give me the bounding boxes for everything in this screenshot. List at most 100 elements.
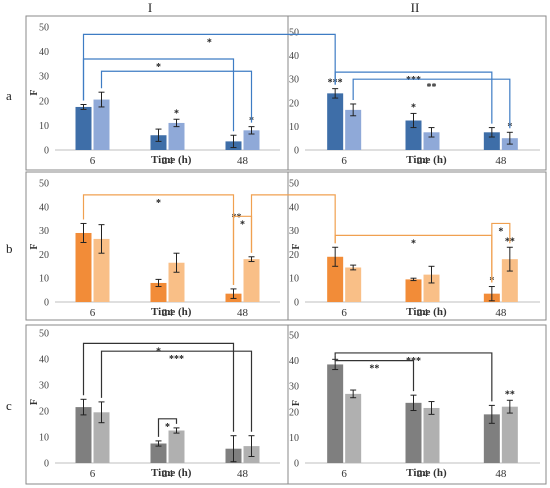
- y-tick-label: 20: [39, 96, 49, 107]
- bar: [168, 262, 185, 302]
- y-tick-label: 50: [39, 179, 49, 190]
- cross-panel-brackets: **************** *****: [82, 33, 511, 437]
- bar: [327, 256, 344, 302]
- x-tick-label: 48: [237, 307, 249, 319]
- x-axis-title: Time (h): [151, 467, 192, 479]
- x-tick-label: 24: [162, 155, 174, 167]
- bar: [327, 364, 344, 463]
- bracket-label: *: [156, 62, 161, 73]
- bar: [93, 238, 110, 302]
- bracket-label: *: [156, 346, 161, 357]
- x-tick-label: 48: [495, 307, 507, 319]
- y-axis-title: F: [29, 399, 40, 405]
- bracket-label: *: [411, 238, 416, 249]
- y-tick-label: 40: [39, 355, 49, 366]
- significance-label: **: [505, 389, 515, 400]
- y-axis-title: F: [29, 243, 40, 249]
- panel-frame: [287, 324, 547, 485]
- y-tick-label: 50: [39, 329, 49, 340]
- bar: [501, 259, 518, 302]
- row-label-a: a: [6, 88, 12, 103]
- bar: [150, 282, 167, 302]
- bar: [405, 120, 422, 150]
- significance-bracket: [157, 418, 178, 437]
- y-tick-label: 20: [289, 98, 299, 109]
- x-axis-title: Time (h): [151, 154, 192, 166]
- brackets-b-II: **: [334, 222, 511, 283]
- bar: [405, 402, 422, 463]
- bar: [423, 132, 440, 150]
- bracket-label: ***: [406, 75, 421, 86]
- x-tick-label: 6: [341, 155, 347, 167]
- brackets-a-II: *****: [334, 71, 511, 129]
- bar: [345, 109, 362, 150]
- y-tick-label: 50: [39, 23, 49, 34]
- significance-bracket: [334, 71, 493, 124]
- y-tick-label: 40: [289, 202, 299, 213]
- x-tick-label: 48: [495, 155, 507, 167]
- y-tick-label: 10: [289, 122, 299, 133]
- y-axis-title: F: [291, 243, 302, 249]
- x-axis-title: Time (h): [406, 467, 447, 479]
- significance-bracket: [82, 58, 235, 132]
- bracket-label: **: [427, 82, 437, 93]
- y-tick-label: 20: [289, 250, 299, 261]
- y-tick-label: 30: [39, 381, 49, 392]
- panel-frame: [287, 171, 547, 321]
- significance-bracket: [491, 222, 511, 283]
- significance-label: **: [232, 212, 242, 223]
- brackets-b-I: **: [82, 194, 336, 285]
- y-axis-title: F: [29, 89, 40, 95]
- bracket-label: *: [156, 198, 161, 209]
- bracket-label: **: [369, 364, 379, 375]
- y-tick-label: 20: [289, 407, 299, 418]
- brackets-a-I: **: [82, 33, 336, 132]
- y-tick-label: 50: [289, 28, 299, 39]
- significance-bracket: [100, 70, 253, 123]
- bar: [423, 407, 440, 463]
- y-tick-label: 10: [39, 121, 49, 132]
- y-tick-label: 10: [39, 274, 49, 285]
- bar: [168, 430, 185, 463]
- x-tick-label: 6: [90, 155, 96, 167]
- brackets-c-II: *****: [334, 352, 493, 402]
- chart-c-II: 0 10 20 30 40 50 F 6 24 48 Time (h) **: [287, 324, 547, 485]
- significance-bracket: [82, 342, 235, 432]
- y-tick-label: 30: [289, 226, 299, 237]
- y-tick-label: 30: [289, 75, 299, 86]
- y-tick-label: 0: [294, 146, 299, 157]
- bracket-label: *: [498, 226, 503, 237]
- y-tick-label: 10: [39, 433, 49, 444]
- bar: [483, 414, 500, 463]
- y-tick-label: 0: [294, 459, 299, 470]
- x-tick-label: 48: [495, 468, 507, 480]
- y-tick-label: 0: [44, 298, 49, 309]
- x-tick-label: 6: [90, 307, 96, 319]
- y-tick-label: 0: [44, 146, 49, 157]
- significance-label: *: [411, 102, 416, 113]
- y-tick-label: 40: [39, 202, 49, 213]
- bar: [345, 267, 362, 302]
- bar: [168, 122, 185, 150]
- x-tick-label: 24: [162, 468, 174, 480]
- y-tick-label: 10: [289, 274, 299, 285]
- y-tick-label: 30: [39, 72, 49, 83]
- bar: [75, 106, 92, 150]
- bar: [243, 130, 260, 150]
- y-tick-label: 50: [289, 331, 299, 342]
- bracket-label: *: [207, 37, 212, 48]
- y-tick-label: 20: [39, 407, 49, 418]
- chart-c-I: 0 10 20 30 40 50 F 6 24 48 Time (h): [25, 324, 289, 485]
- bar: [75, 232, 92, 302]
- bar: [93, 412, 110, 463]
- bracket-label: *: [165, 422, 170, 433]
- row-label-b: b: [6, 241, 13, 256]
- significance-label: *: [174, 108, 179, 119]
- y-tick-label: 0: [294, 298, 299, 309]
- x-tick-label: 24: [417, 155, 429, 167]
- x-tick-label: 6: [90, 468, 96, 480]
- y-tick-label: 50: [289, 179, 299, 190]
